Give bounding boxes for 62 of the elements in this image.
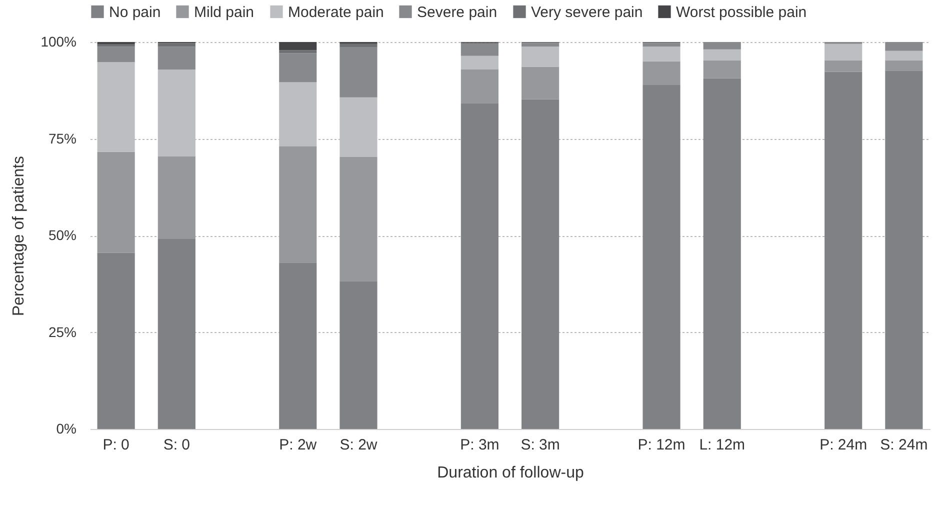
bar xyxy=(158,238,196,429)
bar xyxy=(97,46,135,62)
bar xyxy=(158,156,196,239)
bar xyxy=(460,44,498,56)
x-tick-label: L: 12m xyxy=(699,436,746,454)
bar xyxy=(158,46,196,70)
bar xyxy=(522,46,560,67)
bar xyxy=(279,53,317,82)
y-axis-title: Percentage of patients xyxy=(10,156,28,316)
bar xyxy=(703,78,741,429)
bar xyxy=(279,42,317,50)
y-tick-label: 25% xyxy=(48,324,76,340)
bar xyxy=(340,281,378,429)
bar xyxy=(642,84,680,429)
y-tick-label: 50% xyxy=(48,227,76,243)
bar xyxy=(340,44,378,48)
bar xyxy=(522,66,560,100)
bar xyxy=(522,43,560,47)
bar xyxy=(824,72,862,429)
legend-label: Mild pain xyxy=(194,4,254,21)
bar xyxy=(460,69,498,104)
bar xyxy=(279,50,317,54)
bar xyxy=(885,60,923,71)
x-tick-label: S: 3m xyxy=(520,436,560,454)
bar xyxy=(97,152,135,253)
x-axis-title: Duration of follow-up xyxy=(437,464,584,482)
bar xyxy=(642,61,680,85)
legend-label: Very severe pain xyxy=(531,4,643,21)
y-tick-label: 0% xyxy=(56,420,76,436)
x-tick-label: P: 12m xyxy=(638,436,686,454)
bar xyxy=(703,49,741,60)
legend-label: Moderate pain xyxy=(288,4,384,21)
bar xyxy=(885,70,923,429)
bar xyxy=(279,262,317,429)
legend-label: Worst possible pain xyxy=(676,4,807,21)
y-tick-label: 75% xyxy=(48,130,76,146)
legend-label: Severe pain xyxy=(417,4,498,21)
bar xyxy=(158,43,196,47)
bar xyxy=(642,46,680,62)
bar xyxy=(703,42,741,50)
legend-label: No pain xyxy=(109,4,161,21)
x-tick-label: P: 0 xyxy=(102,436,130,454)
x-tick-label: P: 3m xyxy=(460,436,500,454)
x-tick-label: P: 2w xyxy=(279,436,317,454)
bar xyxy=(885,42,923,51)
bar xyxy=(279,146,317,263)
y-tick-label: 100% xyxy=(40,34,76,50)
x-tick-label: S: 2w xyxy=(340,436,378,454)
bar xyxy=(824,60,862,72)
bar xyxy=(97,252,135,429)
bar xyxy=(340,156,378,282)
bar xyxy=(642,43,680,47)
x-tick-label: P: 24m xyxy=(820,436,868,454)
bar xyxy=(522,99,560,429)
bar xyxy=(703,60,741,78)
x-tick-label: S: 24m xyxy=(880,436,928,454)
bar xyxy=(460,103,498,429)
bar xyxy=(460,56,498,70)
bar xyxy=(885,50,923,60)
bar xyxy=(340,47,378,98)
x-tick-label: S: 0 xyxy=(163,436,190,454)
bar xyxy=(824,44,862,60)
